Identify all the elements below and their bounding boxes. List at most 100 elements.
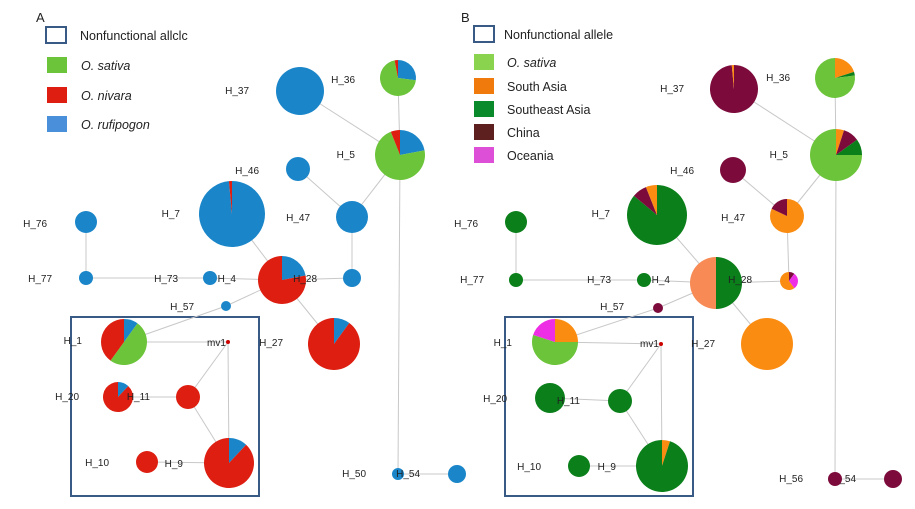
node-b-mv1-slice-node_mv — [659, 342, 663, 346]
node-a-h10-slice-nivara — [136, 451, 158, 473]
node-b-h5-slice-sativa — [810, 129, 862, 181]
node-b-h73-slice-seasia — [637, 273, 651, 287]
node-a-h73 — [203, 271, 217, 285]
panel-b-nodes: H_37 H_36 H_5 H_46 H_7 H_47 H_76 H_77 H_73 H_4 H_2… — [454, 58, 902, 493]
legend-a-sativa-label: O. sativa — [81, 59, 130, 73]
node-a-h5-slice-nivara — [390, 130, 400, 155]
node-a-h27 — [308, 318, 361, 370]
panel-a-letter: A — [36, 10, 45, 25]
node-a-h7 — [198, 181, 265, 247]
node-b-h57-slice-china — [653, 303, 663, 313]
node-b-h36 — [815, 58, 855, 98]
node-a-h46 — [286, 157, 310, 181]
legend-a-rufipogon-swatch — [47, 116, 67, 132]
node-b-h77-label: H_77 — [460, 275, 484, 286]
node-a-h27-slice-rufipogon — [334, 318, 350, 344]
node-b-h28 — [779, 272, 798, 290]
node-a-h54-slice-rufipogon — [448, 465, 466, 483]
node-a-h54 — [448, 465, 466, 483]
node-b-h4-slice-mixed_orange — [690, 257, 716, 309]
node-b-mv1-label: mv1 — [640, 339, 659, 350]
node-a-h4-slice-nivara — [258, 256, 306, 304]
node-a-h36 — [380, 60, 416, 96]
node-a-h46-slice-rufipogon — [286, 157, 310, 181]
node-b-h27 — [741, 318, 793, 370]
node-b-h47-label: H_47 — [721, 213, 745, 224]
node-b-h54 — [884, 470, 902, 488]
node-b-h5 — [810, 129, 862, 181]
legend-b-china-label: China — [507, 126, 540, 140]
legend-b-oceania-swatch — [474, 147, 494, 163]
node-b-h11 — [608, 389, 632, 413]
node-b-h36-label: H_36 — [766, 73, 790, 84]
legend-a-nonfunctional-swatch — [45, 26, 67, 44]
legend-b-china-swatch — [474, 124, 494, 140]
legend-a-rufipogon-label: O. rufipogon — [81, 118, 150, 132]
node-b-h36-slice-seasia — [835, 71, 855, 78]
node-b-h36-slice-southasia — [835, 58, 855, 78]
node-a-h5-label: H_5 — [337, 150, 356, 161]
node-a-h5-slice-rufipogon — [400, 130, 425, 155]
node-a-h10 — [136, 451, 158, 473]
node-a-h4-slice-rufipogon — [282, 256, 306, 280]
node-b-h7-slice-southasia — [645, 185, 657, 215]
legend-b-southasia-swatch — [474, 78, 494, 94]
node-b-h37-slice-southasia — [731, 65, 734, 89]
node-b-h47 — [769, 199, 804, 233]
node-a-h50 — [392, 468, 404, 480]
node-b-h37-label: H_37 — [660, 84, 684, 95]
panel-b-nonfunctional-box — [504, 316, 694, 497]
node-a-h1-slice-sativa — [110, 323, 147, 365]
node-a-h11 — [176, 385, 200, 409]
node-b-h9-label: H_9 — [598, 462, 617, 473]
node-a-h9-label: H_9 — [165, 459, 184, 470]
node-a-h9 — [204, 438, 255, 489]
node-a-h47-label: H_47 — [286, 213, 310, 224]
panel-a-legend: Nonfunctional allclc O. sativa O. nivara… — [45, 26, 188, 132]
node-b-h7-slice-china — [633, 187, 657, 215]
node-b-h37 — [709, 65, 758, 113]
node-b-h4-label: H_4 — [652, 275, 671, 286]
node-a-h27-label: H_27 — [259, 338, 283, 349]
legend-a-nivara-swatch — [47, 87, 67, 103]
node-b-h5-slice-southasia — [836, 129, 845, 155]
node-a-h57-slice-rufipogon — [221, 301, 231, 311]
legend-b-nonfunctional-swatch — [473, 25, 495, 43]
node-b-h10-slice-seasia — [568, 455, 590, 477]
node-b-mv1 — [659, 342, 663, 346]
node-a-h1-label: H_1 — [64, 336, 83, 347]
node-a-h9-slice-nivara — [204, 438, 255, 489]
legend-b-oceania-label: Oceania — [507, 149, 554, 163]
node-b-h57-label: H_57 — [600, 302, 624, 313]
node-a-h27-slice-nivara — [308, 318, 361, 370]
node-b-h54-label: H_54 — [832, 474, 856, 485]
node-b-h11-slice-seasia — [608, 389, 632, 413]
node-a-h1-slice-nivara — [101, 319, 124, 361]
node-a-mv1-slice-node_mv — [226, 340, 230, 344]
legend-b-seasia-label: Southeast Asia — [507, 103, 590, 117]
node-b-h4 — [690, 257, 742, 309]
node-b-h1-slice-oceania — [533, 319, 555, 342]
node-b-h56-label: H_56 — [779, 474, 803, 485]
node-b-h5-label: H_5 — [770, 150, 789, 161]
node-a-h20-slice-nivara — [102, 382, 133, 413]
panel-b-legend: Nonfunctional allele O. sativa South Asi… — [473, 25, 613, 163]
legend-a-nonfunctional-label: Nonfunctional allclc — [80, 29, 188, 43]
node-a-h4-label: H_4 — [218, 274, 237, 285]
node-b-h1-slice-sativa — [532, 334, 578, 365]
node-b-h20-slice-seasia — [535, 383, 565, 413]
node-b-h10-label: H_10 — [517, 462, 541, 473]
node-b-h9-slice-southasia — [662, 440, 671, 466]
node-a-h47-slice-rufipogon — [336, 201, 368, 233]
legend-b-southasia-label: South Asia — [507, 80, 567, 94]
node-b-h76-label: H_76 — [454, 219, 478, 230]
node-a-h76-label: H_76 — [23, 219, 47, 230]
node-b-h77-slice-seasia — [509, 273, 523, 287]
node-a-h77-slice-rufipogon — [79, 271, 93, 285]
node-b-h7 — [626, 185, 688, 245]
node-a-mv1-label: mv1 — [207, 338, 226, 349]
node-b-h56-slice-china — [828, 472, 842, 486]
node-a-h73-slice-rufipogon — [203, 271, 217, 285]
node-a-h20 — [102, 382, 133, 413]
node-a-h7-slice-rufipogon — [198, 181, 265, 247]
